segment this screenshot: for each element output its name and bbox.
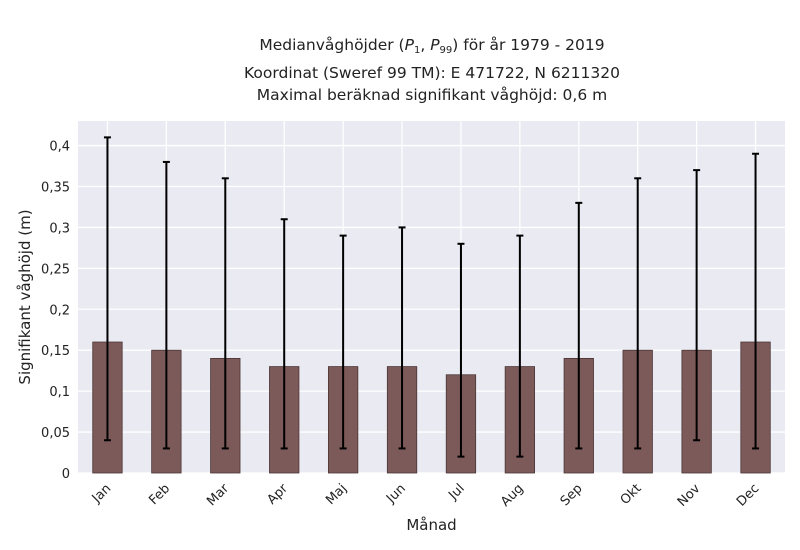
x-tick-label: Mar: [204, 481, 232, 509]
chart-title: Medianvåghöjder (P1, P99) för år 1979 - …: [82, 34, 782, 106]
x-tick-label: Jun: [383, 481, 409, 507]
x-tick-label: Jan: [89, 481, 114, 506]
y-tick-label: 0,15: [41, 344, 70, 359]
x-tick-labels: Jan Feb Mar Apr Maj Jun Jul Aug Sep Okt Nov Dec: [89, 481, 763, 510]
x-tick-label: Dec: [734, 481, 762, 509]
y-tick-labels: 0 0,05 0,1 0,15 0,2 0,25 0,3 0,35 0,4: [41, 140, 70, 482]
error-bars: [103, 136, 760, 458]
title-line-1: Medianvåghöjder (P1, P99) för år 1979 - …: [259, 36, 605, 56]
x-tick-label: Nov: [675, 481, 704, 510]
y-tick-label: 0,25: [41, 262, 70, 277]
x-tick-label: Jul: [445, 481, 467, 503]
plot-background: [78, 121, 785, 473]
y-tick-label: 0,4: [49, 140, 70, 155]
x-tick-label: Okt: [618, 481, 645, 508]
y-tick-label: 0,05: [41, 426, 70, 441]
x-tick-label: Maj: [323, 481, 350, 508]
x-tick-label: Apr: [265, 481, 292, 508]
y-tick-label: 0,2: [49, 303, 70, 318]
y-tick-label: 0,3: [49, 221, 70, 236]
x-axis-label: Månad: [406, 516, 456, 534]
title-line-3: Maximal beräknad signifikant våghöjd: 0,…: [256, 86, 608, 104]
x-tick-label: Aug: [498, 481, 527, 510]
y-tick-label: 0,1: [49, 385, 70, 400]
y-tick-label: 0: [62, 467, 70, 482]
y-axis-label: Signifikant våghöjd (m): [16, 209, 34, 384]
title-line-2: Koordinat (Sweref 99 TM): E 471722, N 62…: [244, 64, 620, 82]
y-tick-label: 0,35: [41, 180, 70, 195]
x-tick-label: Feb: [146, 481, 173, 508]
x-tick-label: Sep: [558, 481, 586, 509]
